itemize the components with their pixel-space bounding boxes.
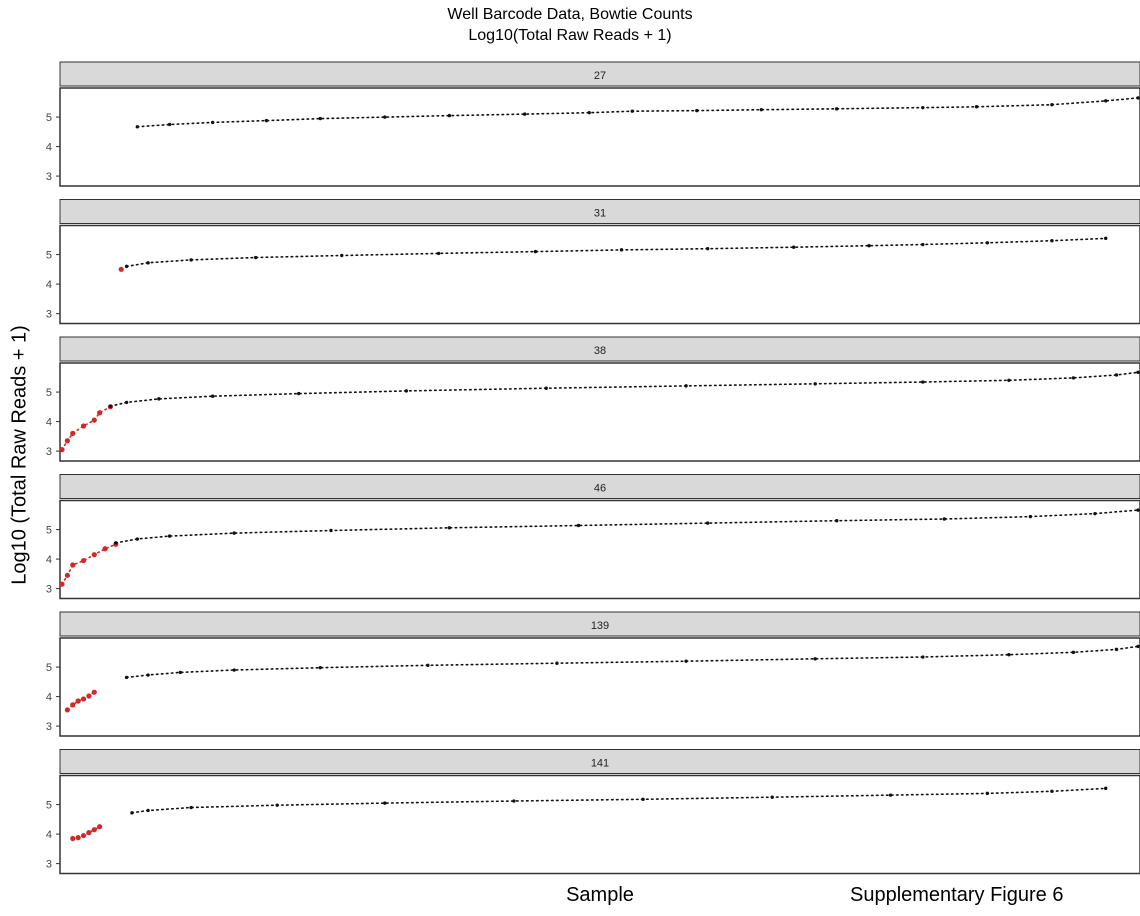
data-point <box>791 245 796 249</box>
x-axis-label: Sample <box>566 884 634 906</box>
data-point <box>447 526 452 530</box>
facet-strip <box>59 749 1140 774</box>
data-point <box>512 799 516 803</box>
data-point <box>178 670 183 675</box>
data-point <box>383 801 387 805</box>
y-tick-label: 4 <box>46 417 52 429</box>
y-tick-label: 3 <box>46 859 52 871</box>
facet-strip-label: 141 <box>591 758 609 770</box>
facet-panel-frame <box>59 774 1140 875</box>
y-tick-label: 4 <box>46 554 52 566</box>
flagged-point-trace <box>61 406 112 451</box>
chart-subtitle: Log10(Total Raw Reads + 1) <box>468 27 672 44</box>
chart-title: Well Barcode Data, Bowtie Counts <box>447 6 693 23</box>
facet-strip <box>59 611 1140 637</box>
data-point-trace <box>109 371 1139 407</box>
facet-strip <box>59 199 1140 224</box>
facet-panel-frame <box>59 87 1140 187</box>
y-tick-label: 5 <box>46 250 52 262</box>
flagged-point-trace <box>66 691 96 711</box>
data-point <box>921 380 925 384</box>
facet-strip-label: 38 <box>594 345 606 357</box>
facet-panel-frame <box>59 362 1140 462</box>
data-point <box>522 112 527 116</box>
facet-strip <box>59 474 1140 499</box>
data-point <box>813 657 817 661</box>
flagged-point-trace <box>61 543 117 585</box>
data-point <box>318 116 322 121</box>
data-point <box>318 665 322 670</box>
y-tick-label: 5 <box>46 662 52 674</box>
figure-caption: Supplementary Figure 6 <box>850 884 1064 906</box>
data-point <box>576 523 581 528</box>
data-point <box>232 531 236 535</box>
data-point <box>705 521 710 525</box>
facet-panel-frame <box>59 637 1140 737</box>
data-point <box>210 394 215 398</box>
data-point <box>1104 99 1108 103</box>
data-point <box>867 244 871 248</box>
facet-panel-frame <box>59 499 1140 600</box>
data-point-trace <box>125 645 1139 679</box>
data-point <box>232 668 236 672</box>
data-point <box>1136 508 1140 512</box>
facet-strip-label: 31 <box>594 208 606 220</box>
data-point-trace <box>115 509 1139 544</box>
facet-panel-frame <box>59 224 1140 325</box>
y-tick-label: 4 <box>46 142 52 154</box>
data-point <box>1007 652 1011 657</box>
y-tick-label: 3 <box>46 721 52 733</box>
y-tick-label: 3 <box>46 446 52 458</box>
y-tick-label: 5 <box>46 387 52 399</box>
facet-strip-label: 139 <box>591 620 609 632</box>
facet-strip <box>59 336 1140 362</box>
y-tick-label: 5 <box>46 112 52 124</box>
data-point <box>383 115 387 119</box>
flagged-point <box>97 824 103 830</box>
data-point <box>297 391 301 396</box>
data-point-trace <box>131 787 1107 814</box>
facet-strip-label: 46 <box>594 483 606 495</box>
y-tick-label: 3 <box>46 309 52 321</box>
data-point <box>1104 236 1108 241</box>
facet-strip <box>59 61 1140 87</box>
y-tick-label: 3 <box>46 584 52 596</box>
data-point <box>888 793 893 797</box>
data-point-trace <box>136 97 1139 128</box>
data-point <box>1136 370 1140 375</box>
flagged-point <box>118 266 124 272</box>
data-point <box>157 397 161 401</box>
flagged-point-trace <box>72 825 101 840</box>
data-point <box>1071 650 1076 655</box>
data-point-trace <box>125 237 1107 268</box>
y-tick-label: 4 <box>46 279 52 291</box>
facet-strip-label: 27 <box>594 70 606 82</box>
y-tick-label: 4 <box>46 829 52 841</box>
y-tick-label: 3 <box>46 171 52 183</box>
y-tick-label: 5 <box>46 525 52 537</box>
data-point <box>436 251 441 256</box>
data-point <box>1104 786 1108 791</box>
y-tick-label: 5 <box>46 800 52 812</box>
y-tick-label: 4 <box>46 692 52 704</box>
